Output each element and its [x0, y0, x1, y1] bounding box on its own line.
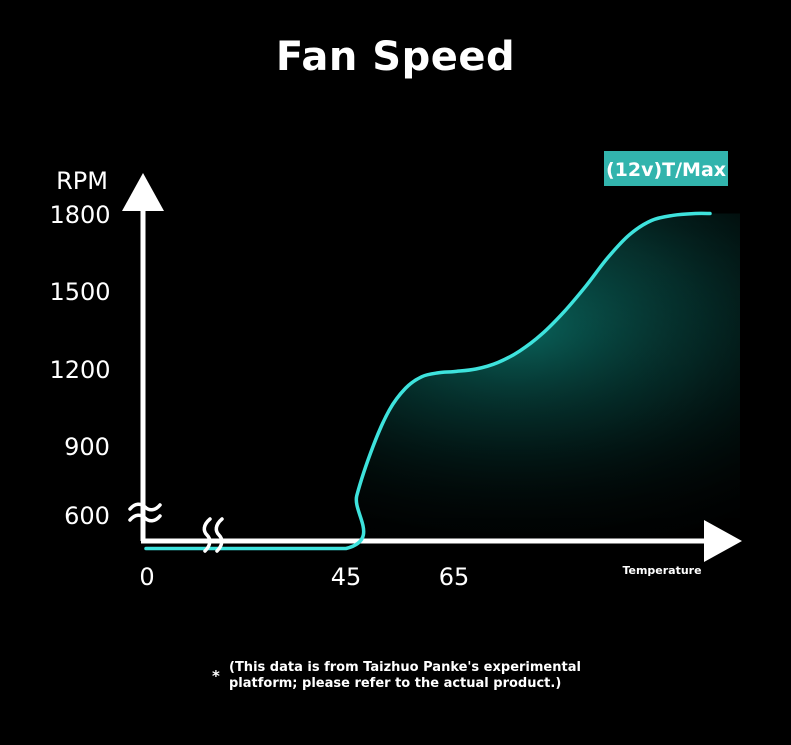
y-axis-arrow — [122, 173, 164, 211]
y-tick-label: 600 — [64, 502, 110, 530]
legend-label: (12v)T/Max — [606, 159, 726, 181]
series-area-shade — [146, 213, 740, 549]
chart-title: Fan Speed — [275, 34, 516, 80]
legend-box — [604, 151, 728, 186]
footnote-text: (This data is from Taizhuo Panke's exper… — [229, 660, 581, 691]
x-tick-label: 45 — [331, 563, 362, 591]
y-tick-label: 1500 — [49, 278, 110, 306]
x-axis-break-icon — [202, 517, 224, 553]
y-tick-label: 1200 — [49, 356, 110, 384]
y-tick-label: 900 — [64, 433, 110, 461]
x-tick-label: 65 — [439, 563, 470, 591]
y-tick-label: 1800 — [49, 201, 110, 229]
series-line — [144, 211, 712, 551]
x-axis-label: Temperature — [622, 564, 701, 577]
x-tick-label: 0 — [139, 563, 154, 591]
y-axis-break-icon — [128, 502, 162, 523]
x-axis-arrow — [704, 520, 742, 562]
y-axis-label: RPM — [56, 167, 108, 195]
footnote-star: * — [212, 667, 220, 685]
